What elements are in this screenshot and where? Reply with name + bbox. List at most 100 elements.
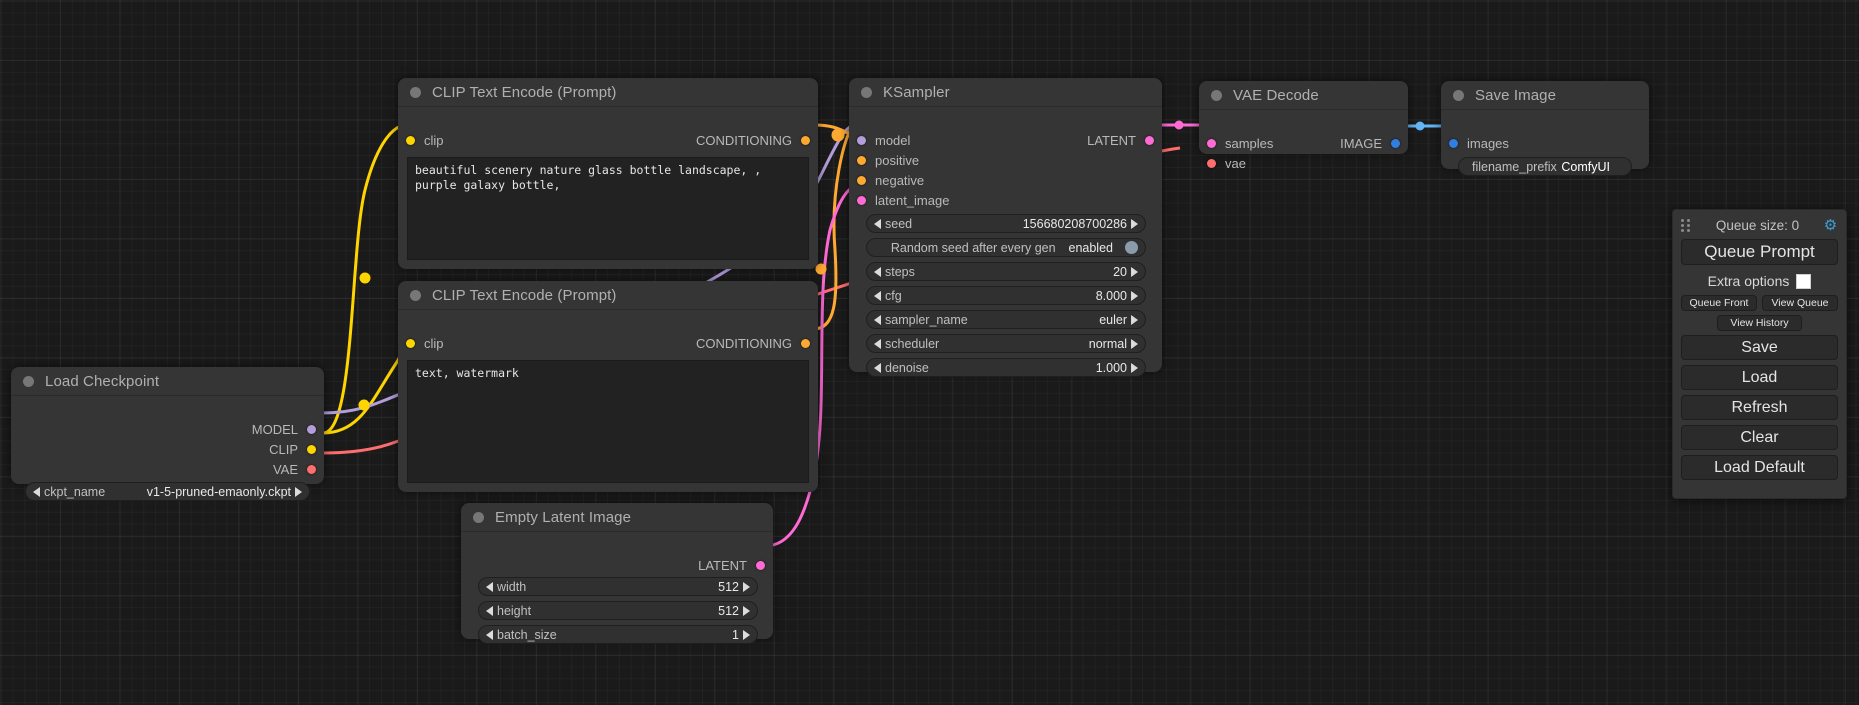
node-ksampler[interactable]: KSampler model positive negative latent_… xyxy=(849,78,1162,377)
next-icon[interactable] xyxy=(295,486,302,497)
vae-port-icon[interactable] xyxy=(1207,158,1216,168)
decrement-icon[interactable] xyxy=(874,290,881,301)
queue-prompt-button[interactable]: Queue Prompt xyxy=(1681,239,1838,265)
node-title-bar[interactable]: CLIP Text Encode (Prompt) xyxy=(398,281,818,309)
load-default-button[interactable]: Load Default xyxy=(1681,455,1838,480)
previous-icon[interactable] xyxy=(33,486,40,497)
clear-button[interactable]: Clear xyxy=(1681,425,1838,450)
extra-options-checkbox[interactable] xyxy=(1796,273,1812,289)
node-title-bar[interactable]: KSampler xyxy=(849,78,1162,106)
input-slot-samples[interactable]: samples xyxy=(1207,133,1273,153)
widget-ckpt-name[interactable]: ckpt_name v1-5-pruned-emaonly.ckpt xyxy=(25,482,310,501)
previous-icon[interactable] xyxy=(874,338,881,349)
widget-cfg[interactable]: cfg 8.000 xyxy=(866,286,1146,305)
node-title-bar[interactable]: Save Image xyxy=(1441,81,1649,109)
clip-port-icon[interactable] xyxy=(406,135,415,145)
latent-port-icon[interactable] xyxy=(857,195,866,205)
view-history-button[interactable]: View History xyxy=(1717,315,1802,331)
collapse-icon[interactable] xyxy=(861,86,872,98)
output-slot-latent[interactable]: LATENT xyxy=(698,555,765,575)
output-slot-clip[interactable]: CLIP xyxy=(269,439,316,459)
node-empty-latent-image[interactable]: Empty Latent Image LATENT width 512 heig… xyxy=(461,503,773,644)
drag-handle-icon[interactable] xyxy=(1681,218,1692,232)
collapse-icon[interactable] xyxy=(1453,89,1464,101)
input-slot-positive[interactable]: positive xyxy=(857,150,919,170)
input-slot-model[interactable]: model xyxy=(857,130,910,150)
vae-port-icon[interactable] xyxy=(307,464,316,474)
decrement-icon[interactable] xyxy=(486,581,493,592)
clip-port-icon[interactable] xyxy=(406,338,415,348)
conditioning-port-icon[interactable] xyxy=(801,135,810,145)
output-slot-vae[interactable]: VAE xyxy=(273,459,316,479)
increment-icon[interactable] xyxy=(743,605,750,616)
increment-icon[interactable] xyxy=(1131,362,1138,373)
widget-sampler-name[interactable]: sampler_name euler xyxy=(866,310,1146,329)
clip-port-icon[interactable] xyxy=(307,444,316,454)
widget-scheduler[interactable]: scheduler normal xyxy=(866,334,1146,353)
output-slot-latent[interactable]: LATENT xyxy=(1087,130,1154,150)
node-title-bar[interactable]: VAE Decode xyxy=(1199,81,1408,109)
output-slot-conditioning[interactable]: CONDITIONING xyxy=(696,333,810,353)
widget-random-seed-toggle[interactable]: Random seed after every gen enabled xyxy=(866,238,1146,257)
node-vae-decode[interactable]: VAE Decode samples vae IMAGE xyxy=(1199,81,1408,171)
output-slot-image[interactable]: IMAGE xyxy=(1340,133,1400,153)
increment-icon[interactable] xyxy=(1131,266,1138,277)
prompt-textarea[interactable]: beautiful scenery nature glass bottle la… xyxy=(407,157,809,260)
node-title-bar[interactable]: CLIP Text Encode (Prompt) xyxy=(398,78,818,106)
increment-icon[interactable] xyxy=(743,581,750,592)
latent-port-icon[interactable] xyxy=(1207,138,1216,148)
input-slot-clip[interactable]: clip xyxy=(406,130,444,150)
widget-batch-size[interactable]: batch_size 1 xyxy=(478,625,758,644)
node-title-bar[interactable]: Load Checkpoint xyxy=(11,367,324,395)
save-button[interactable]: Save xyxy=(1681,335,1838,360)
model-port-icon[interactable] xyxy=(307,424,316,434)
widget-seed[interactable]: seed 156680208700286 xyxy=(866,214,1146,233)
queue-front-button[interactable]: Queue Front xyxy=(1681,295,1757,311)
prompt-textarea[interactable]: text, watermark xyxy=(407,360,809,483)
widget-width[interactable]: width 512 xyxy=(478,577,758,596)
node-load-checkpoint[interactable]: Load Checkpoint MODEL CLIP VAE ckpt_name… xyxy=(11,367,324,501)
increment-icon[interactable] xyxy=(1131,218,1138,229)
node-title-bar[interactable]: Empty Latent Image xyxy=(461,503,773,531)
widget-height[interactable]: height 512 xyxy=(478,601,758,620)
decrement-icon[interactable] xyxy=(486,629,493,640)
latent-port-icon[interactable] xyxy=(756,560,765,570)
node-save-image[interactable]: Save Image images filename_prefix ComfyU… xyxy=(1441,81,1649,176)
toggle-knob-icon[interactable] xyxy=(1125,241,1138,254)
output-slot-conditioning[interactable]: CONDITIONING xyxy=(696,130,810,150)
collapse-icon[interactable] xyxy=(473,511,484,523)
output-slot-model[interactable]: MODEL xyxy=(252,419,316,439)
gear-icon[interactable]: ⚙ xyxy=(1823,216,1838,234)
widget-steps[interactable]: steps 20 xyxy=(866,262,1146,281)
image-port-icon[interactable] xyxy=(1449,138,1458,148)
refresh-button[interactable]: Refresh xyxy=(1681,395,1838,420)
collapse-icon[interactable] xyxy=(23,375,34,387)
collapse-icon[interactable] xyxy=(1211,89,1222,101)
node-clip-text-encode-positive[interactable]: CLIP Text Encode (Prompt) clip CONDITION… xyxy=(398,78,818,269)
increment-icon[interactable] xyxy=(1131,290,1138,301)
view-queue-button[interactable]: View Queue xyxy=(1762,295,1838,311)
load-button[interactable]: Load xyxy=(1681,365,1838,390)
conditioning-port-icon[interactable] xyxy=(801,338,810,348)
input-slot-negative[interactable]: negative xyxy=(857,170,924,190)
input-slot-images[interactable]: images xyxy=(1449,133,1509,153)
collapse-icon[interactable] xyxy=(410,86,421,98)
increment-icon[interactable] xyxy=(743,629,750,640)
node-clip-text-encode-negative[interactable]: CLIP Text Encode (Prompt) clip CONDITION… xyxy=(398,281,818,492)
decrement-icon[interactable] xyxy=(486,605,493,616)
widget-filename-prefix[interactable]: filename_prefix ComfyUI xyxy=(1458,157,1632,176)
input-slot-latent-image[interactable]: latent_image xyxy=(857,190,949,210)
latent-port-icon[interactable] xyxy=(1145,135,1154,145)
input-slot-clip[interactable]: clip xyxy=(406,333,444,353)
decrement-icon[interactable] xyxy=(874,266,881,277)
decrement-icon[interactable] xyxy=(874,218,881,229)
next-icon[interactable] xyxy=(1131,314,1138,325)
widget-denoise[interactable]: denoise 1.000 xyxy=(866,358,1146,377)
collapse-icon[interactable] xyxy=(410,289,421,301)
next-icon[interactable] xyxy=(1131,338,1138,349)
conditioning-port-icon[interactable] xyxy=(857,155,866,165)
conditioning-port-icon[interactable] xyxy=(857,175,866,185)
decrement-icon[interactable] xyxy=(874,362,881,373)
comfy-menu-panel[interactable]: Queue size: 0 ⚙ Queue Prompt Extra optio… xyxy=(1672,209,1847,499)
previous-icon[interactable] xyxy=(874,314,881,325)
